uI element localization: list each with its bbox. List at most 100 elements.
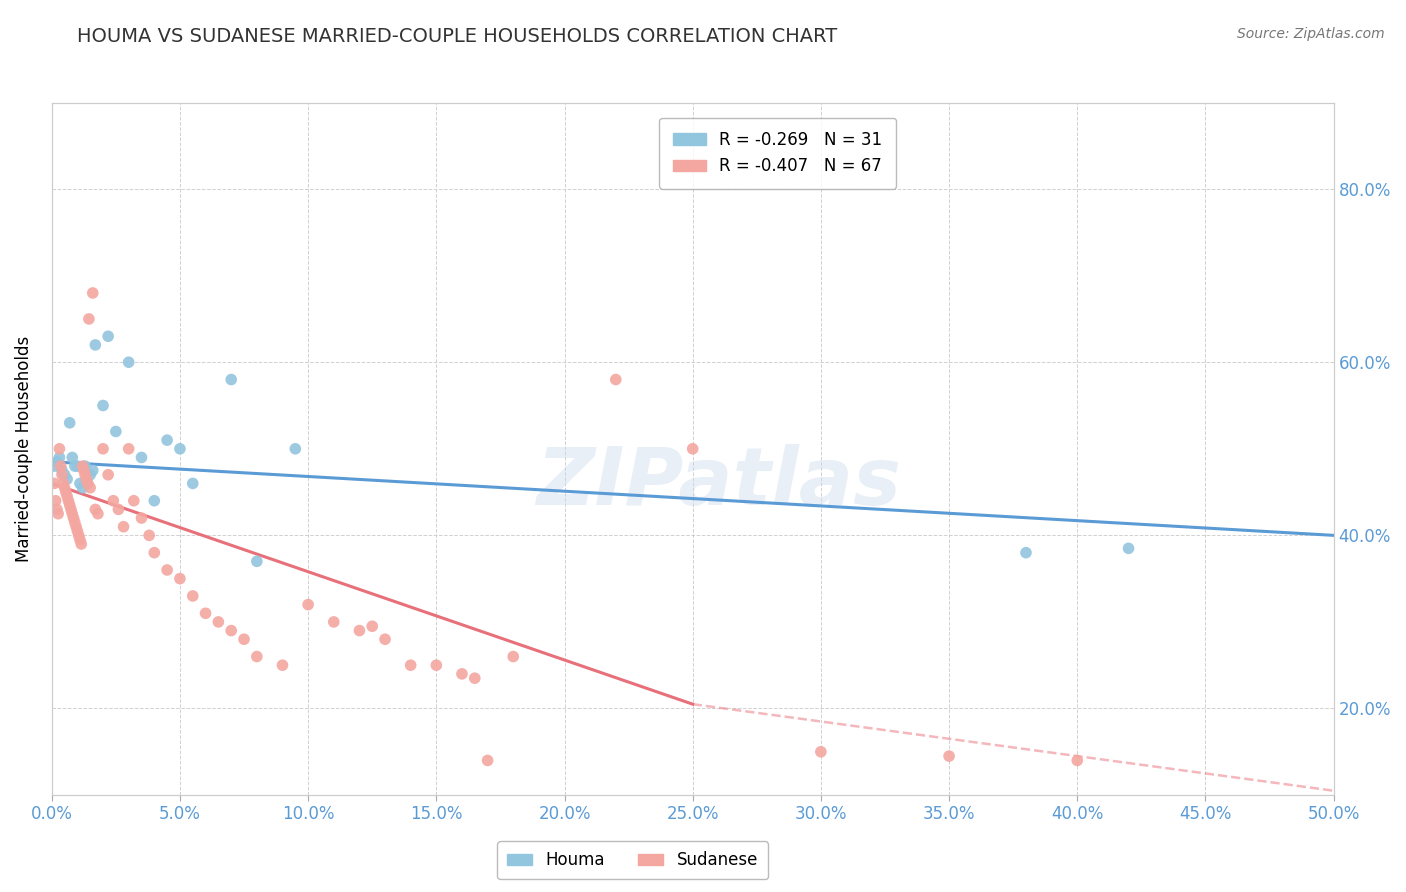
Text: Source: ZipAtlas.com: Source: ZipAtlas.com [1237, 27, 1385, 41]
Point [131, 450, 153, 465]
Point [44, 459, 66, 474]
Point [75, 467, 97, 482]
Point [399, 658, 422, 673]
Point [59, 416, 82, 430]
Point [58, 493, 80, 508]
Point [425, 658, 447, 673]
Point [75, 459, 97, 474]
Point [77, 312, 100, 326]
Point [69, 476, 91, 491]
Point [73, 463, 96, 477]
Point [44, 476, 66, 491]
Point [219, 624, 242, 638]
Point [65, 519, 87, 533]
Point [72, 481, 94, 495]
Point [82, 285, 104, 300]
Point [361, 619, 384, 633]
Y-axis label: Married-couple Households: Married-couple Households [15, 335, 32, 562]
Point [97, 467, 120, 482]
Point [181, 589, 204, 603]
Point [67, 528, 90, 542]
Point [502, 649, 524, 664]
Point [76, 476, 98, 491]
Point [451, 666, 474, 681]
Legend: Houma, Sudanese: Houma, Sudanese [498, 841, 768, 880]
Point [1066, 754, 1088, 768]
Legend: R = -0.269   N = 31, R = -0.407   N = 67: R = -0.269 N = 31, R = -0.407 N = 67 [659, 118, 896, 189]
Point [63, 459, 86, 474]
Point [45, 493, 67, 508]
Text: ZIPatlas: ZIPatlas [536, 444, 901, 523]
Point [56, 472, 79, 486]
Point [91, 442, 114, 456]
Point [62, 511, 84, 525]
Point [79, 467, 101, 482]
Point [104, 425, 127, 439]
Point [297, 598, 319, 612]
Point [51, 463, 73, 477]
Point [112, 519, 135, 533]
Point [103, 493, 125, 508]
Text: HOUMA VS SUDANESE MARRIED-COUPLE HOUSEHOLDS CORRELATION CHART: HOUMA VS SUDANESE MARRIED-COUPLE HOUSEHO… [77, 27, 838, 45]
Point [66, 524, 89, 538]
Point [181, 476, 204, 491]
Point [1015, 546, 1038, 560]
Point [605, 372, 627, 386]
Point [66, 459, 89, 474]
Point [107, 502, 129, 516]
Point [246, 554, 269, 568]
Point [59, 498, 82, 512]
Point [219, 372, 242, 386]
Point [233, 632, 256, 647]
Point [349, 624, 371, 638]
Point [60, 507, 83, 521]
Point [682, 442, 704, 456]
Point [75, 472, 97, 486]
Point [84, 338, 107, 352]
Point [374, 632, 396, 647]
Point [79, 481, 101, 495]
Point [118, 355, 141, 369]
Point [87, 507, 110, 521]
Point [46, 507, 69, 521]
Point [52, 476, 75, 491]
Point [131, 511, 153, 525]
Point [169, 572, 191, 586]
Point [49, 459, 72, 474]
Point [45, 455, 67, 469]
Point [194, 607, 217, 621]
Point [76, 476, 98, 491]
Point [118, 442, 141, 456]
Point [169, 442, 191, 456]
Point [84, 502, 107, 516]
Point [59, 502, 82, 516]
Point [143, 546, 166, 560]
Point [938, 749, 960, 764]
Point [72, 459, 94, 474]
Point [51, 467, 73, 482]
Point [156, 563, 179, 577]
Point [60, 450, 83, 465]
Point [810, 745, 832, 759]
Point [82, 463, 104, 477]
Point [97, 329, 120, 343]
Point [322, 615, 344, 629]
Point [69, 533, 91, 547]
Point [53, 481, 76, 495]
Point [138, 528, 160, 542]
Point [464, 671, 486, 685]
Point [53, 467, 76, 482]
Point [48, 450, 70, 465]
Point [122, 493, 145, 508]
Point [70, 537, 93, 551]
Point [143, 493, 166, 508]
Point [207, 615, 229, 629]
Point [271, 658, 294, 673]
Point [246, 649, 269, 664]
Point [477, 754, 499, 768]
Point [56, 490, 79, 504]
Point [156, 433, 179, 447]
Point [1118, 541, 1140, 556]
Point [91, 399, 114, 413]
Point [48, 442, 70, 456]
